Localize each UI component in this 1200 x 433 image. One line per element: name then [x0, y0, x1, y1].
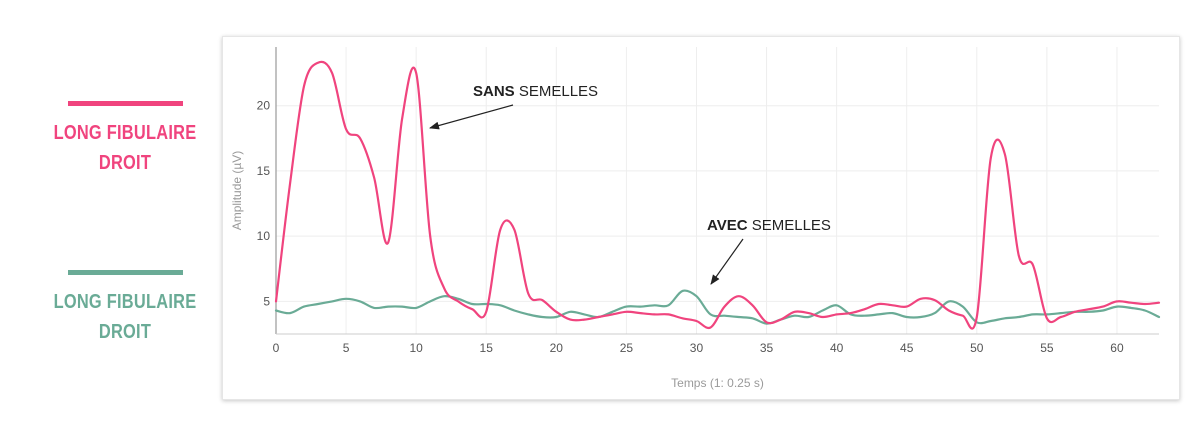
annotation-sans-semelles-label: SANS SEMELLES — [473, 83, 598, 100]
legend-item-sans-semelles: LONG FIBULAIRE DROIT — [20, 101, 230, 178]
legend-swatch-pink — [67, 101, 183, 106]
x-tick-label: 30 — [690, 341, 704, 355]
series — [274, 60, 1161, 330]
line-chart: 0 5 10 15 20 25 30 35 40 45 50 55 60 5 10 15 20 SANS SEM… — [230, 47, 1161, 390]
x-tick-label: 20 — [550, 341, 564, 355]
x-tick-label: 55 — [1040, 341, 1054, 355]
x-axis-title: Temps (1: 0.25 s) — [671, 376, 764, 390]
legend-item-avec-semelles: LONG FIBULAIRE DROIT — [20, 270, 230, 347]
x-tick-label: 50 — [970, 341, 984, 355]
x-tick-label: 10 — [409, 341, 423, 355]
x-tick-label: 45 — [900, 341, 914, 355]
series-line-sans-semelles — [274, 60, 1161, 330]
annotation-rest-text: SEMELLES — [515, 83, 598, 100]
annotation-avec-semelles-arrow — [710, 238, 744, 285]
legend-label-line2: DROIT — [98, 152, 152, 174]
x-tick-label: 0 — [273, 341, 280, 355]
annotation-sans-semelles-arrow — [429, 104, 514, 130]
annotation-avec-semelles-label: AVEC SEMELLES — [707, 217, 831, 234]
x-tick-label: 25 — [620, 341, 634, 355]
x-tick-label: 60 — [1110, 341, 1124, 355]
y-axis-title: Amplitude (µV) — [230, 151, 244, 231]
legend-label-line1: LONG FIBULAIRE — [53, 291, 197, 313]
annotation-rest-text: SEMELLES — [748, 217, 831, 234]
x-tick-label: 15 — [480, 341, 494, 355]
chart-card: 0 5 10 15 20 25 30 35 40 45 50 55 60 5 10 15 20 SANS SEM… — [222, 36, 1180, 400]
x-tick-label: 5 — [343, 341, 350, 355]
annotation-bold-word: SANS — [473, 83, 515, 100]
x-tick-label: 40 — [830, 341, 844, 355]
axes: 0 5 10 15 20 25 30 35 40 45 50 55 60 5 10 15 20 — [257, 47, 1159, 355]
y-tick-label: 5 — [263, 294, 270, 308]
grid — [275, 47, 1159, 334]
legend-label-line1: LONG FIBULAIRE — [53, 122, 197, 144]
x-tick-label: 35 — [760, 341, 774, 355]
y-tick-label: 10 — [257, 229, 271, 243]
annotation-bold-word: AVEC — [707, 217, 748, 234]
legend-label-line2: DROIT — [98, 321, 152, 343]
legend-swatch-green — [67, 270, 183, 275]
y-tick-label: 20 — [257, 99, 271, 113]
y-tick-label: 15 — [257, 164, 271, 178]
